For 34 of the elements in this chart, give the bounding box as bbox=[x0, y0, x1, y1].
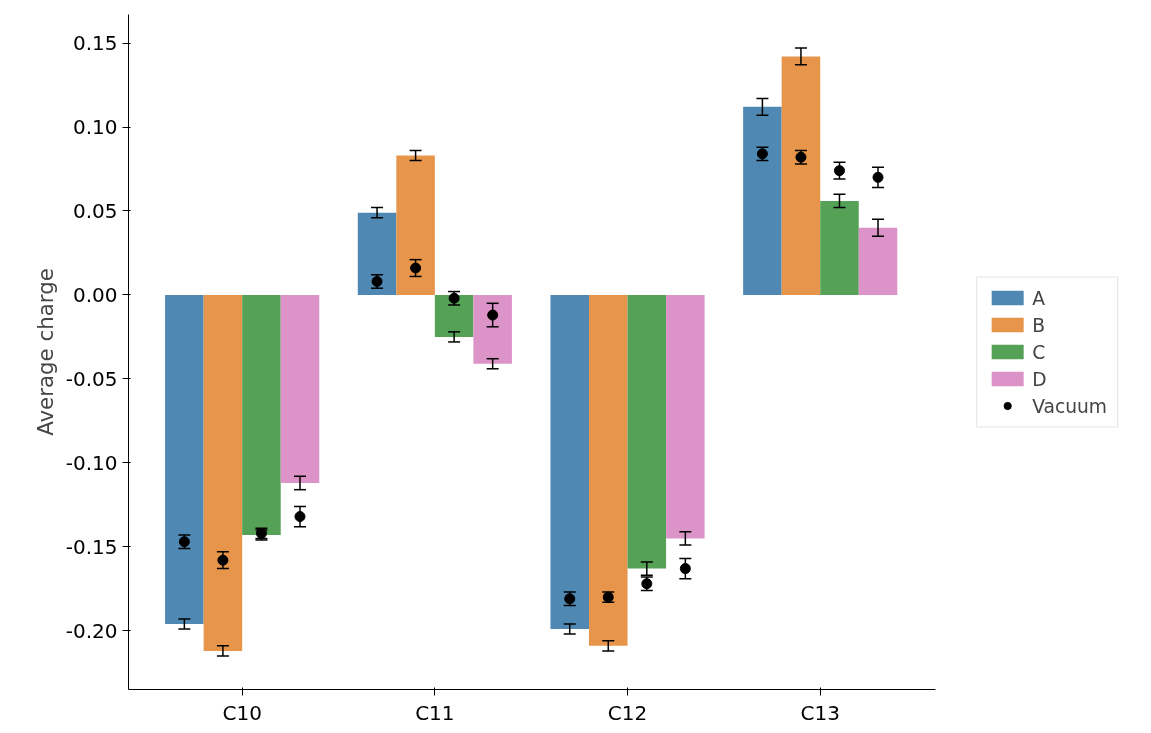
y-tick-label: 0.10 bbox=[72, 115, 118, 139]
x-tick-label: C10 bbox=[222, 700, 262, 725]
bar bbox=[242, 294, 281, 536]
legend-label: A bbox=[1032, 287, 1046, 308]
y-tick-label: -0.10 bbox=[65, 450, 118, 475]
bar bbox=[473, 294, 512, 364]
bar bbox=[165, 294, 204, 625]
bar bbox=[589, 294, 628, 646]
bar bbox=[743, 106, 782, 295]
bar bbox=[666, 294, 705, 539]
bar bbox=[280, 294, 320, 483]
bar bbox=[781, 56, 821, 295]
x-tick-label: C12 bbox=[607, 700, 648, 725]
legend-label: B bbox=[1032, 314, 1046, 335]
bar bbox=[357, 212, 397, 295]
y-tick-label: -0.15 bbox=[65, 534, 118, 559]
bar bbox=[627, 294, 667, 569]
legend-label: Vacuum bbox=[1032, 395, 1107, 416]
bar bbox=[434, 294, 474, 337]
y-tick-label: -0.20 bbox=[65, 618, 118, 643]
bar bbox=[550, 294, 589, 630]
y-axis-title: Average charge bbox=[32, 268, 58, 436]
y-tick-label: -0.05 bbox=[65, 366, 118, 391]
legend-label: C bbox=[1032, 341, 1047, 362]
y-tick-label: 0.05 bbox=[72, 198, 118, 223]
x-tick-label: C13 bbox=[800, 700, 840, 725]
bar bbox=[203, 294, 243, 651]
bar bbox=[858, 227, 898, 295]
legend-label: D bbox=[1032, 368, 1048, 389]
bar bbox=[820, 200, 859, 295]
y-tick-label: 0.00 bbox=[72, 282, 118, 307]
y-tick-label: 0.15 bbox=[72, 31, 118, 56]
bar bbox=[396, 155, 435, 295]
x-tick-label: C11 bbox=[415, 700, 455, 725]
